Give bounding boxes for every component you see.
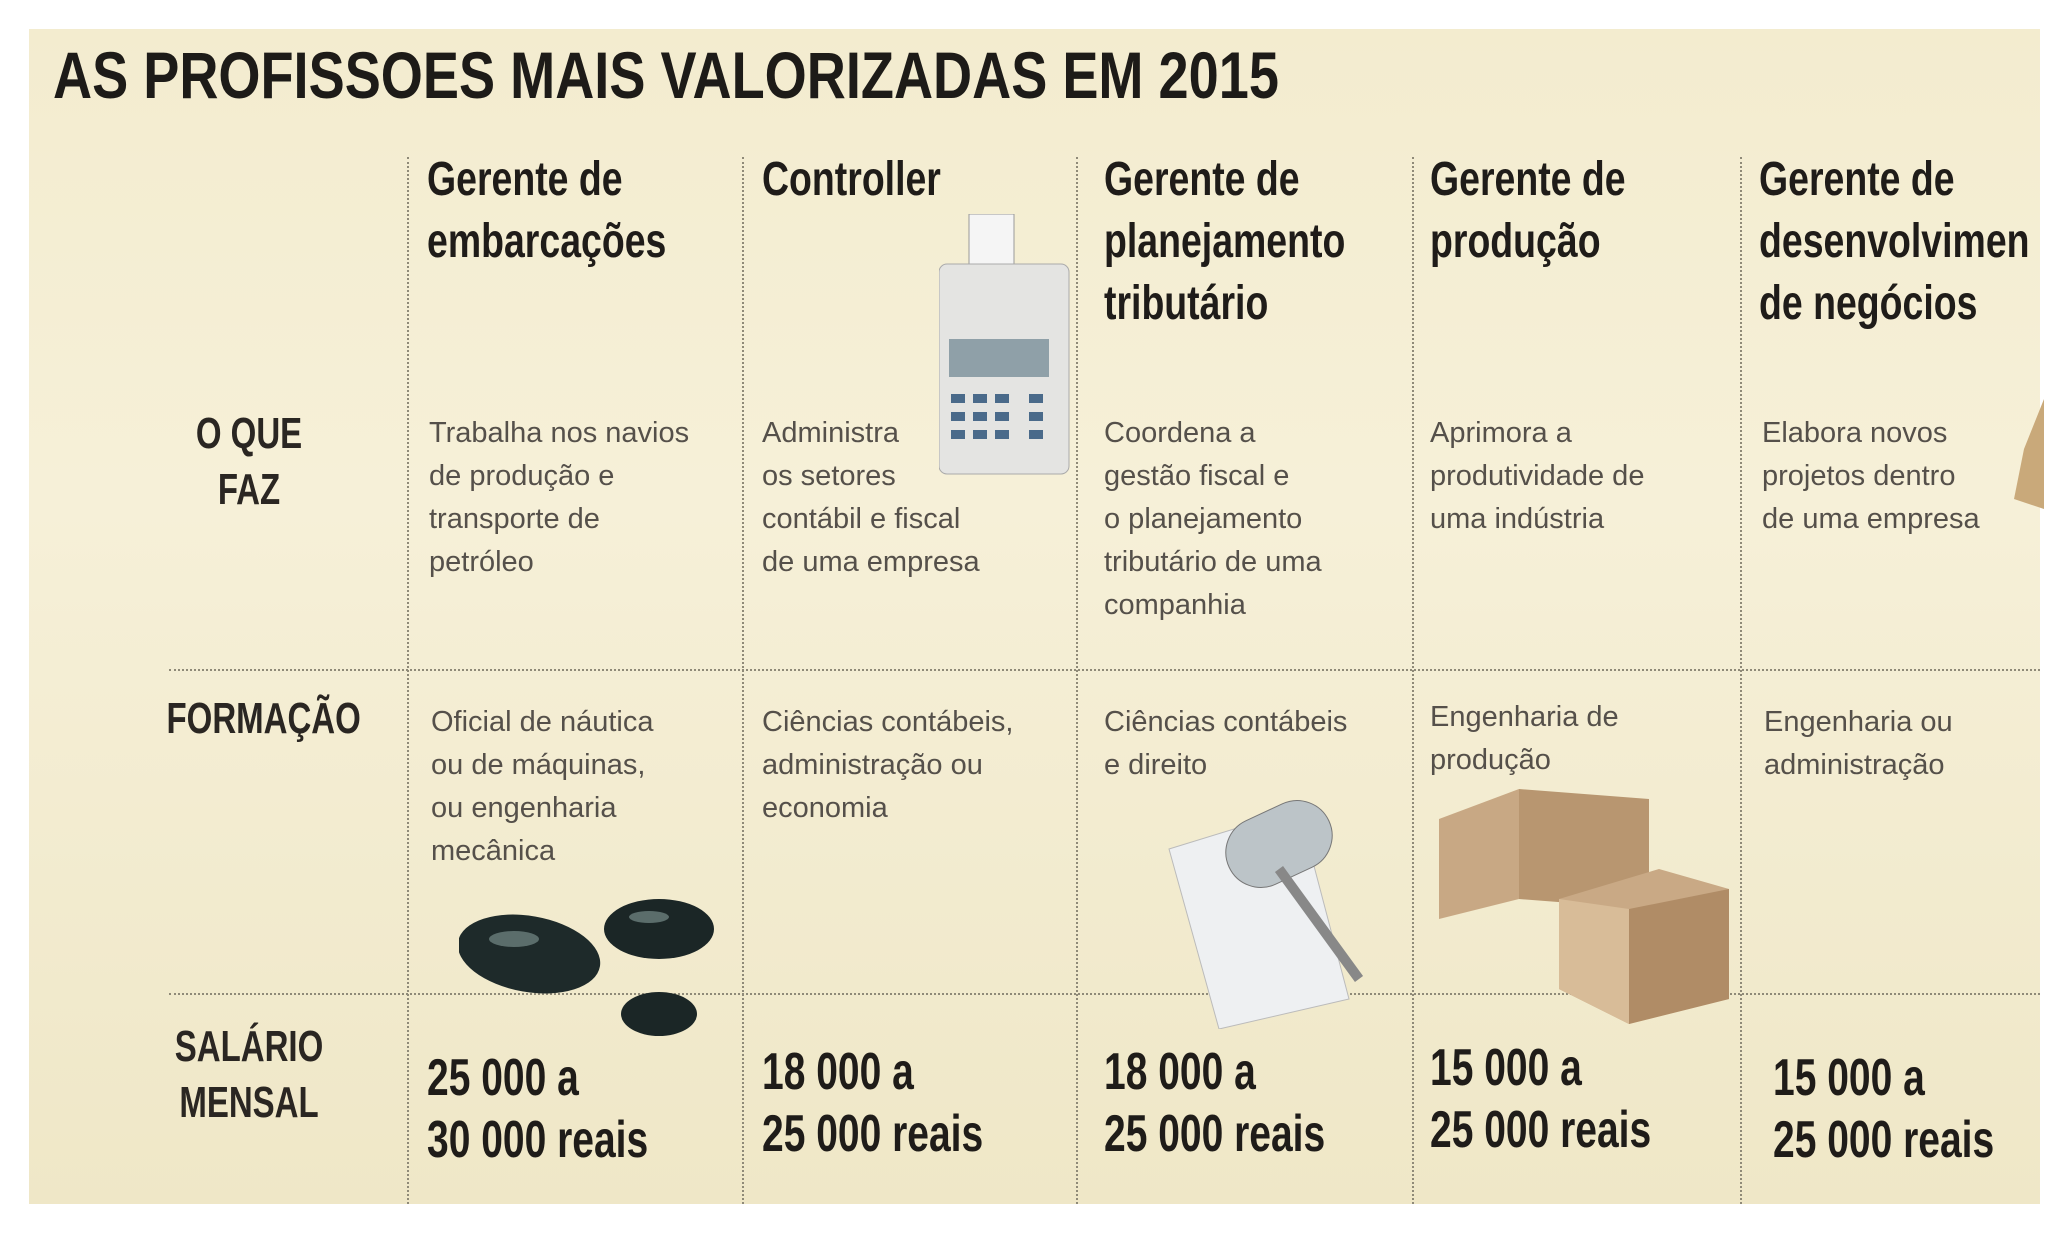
row-label-what: O QUE FAZ [195, 409, 303, 514]
boxes-icon [1439, 789, 1729, 1024]
profession-name: Gerente de produção [1430, 153, 1626, 268]
profession-salary: 25 000 a 30 000 reais [427, 1049, 649, 1169]
profession-salary: 15 000 a 25 000 reais [1430, 1039, 1652, 1159]
gavel-icon [1168, 800, 1364, 1029]
profession-description: Coordena a gestão fiscal e o planejament… [1104, 417, 1322, 621]
profession-education: Engenharia de produção [1430, 701, 1619, 776]
scroll-icon [2014, 399, 2044, 509]
calculator-icon [939, 214, 1070, 475]
profession-salary: 15 000 a 25 000 reais [1773, 1049, 1995, 1169]
profession-name: Gerente de embarcações [427, 153, 667, 268]
column-divider [1412, 157, 1414, 1204]
profession-name: Gerente de desenvolvimen de negócios [1759, 153, 2030, 330]
profession-salary: 18 000 a 25 000 reais [1104, 1043, 1326, 1163]
profession-name: Gerente de planejamento tributário [1104, 153, 1346, 330]
profession-education: Ciências contábeis e direito [1104, 706, 1348, 781]
column-divider [742, 157, 744, 1204]
profession-description: Elabora novos projetos dentro de uma emp… [1762, 417, 1980, 535]
column-divider [407, 157, 409, 1204]
profession-name: Controller [762, 153, 941, 206]
profession-description: Administra os setores contábil e fiscal … [762, 417, 980, 578]
profession-education: Engenharia ou administração [1764, 706, 1953, 781]
row-divider [169, 669, 2040, 671]
profession-education: Oficial de náutica ou de máquinas, ou en… [431, 706, 654, 867]
profession-education: Ciências contábeis, administração ou eco… [762, 706, 1014, 824]
column-divider [1740, 157, 1742, 1204]
row-label-education: FORMAÇÃO [166, 694, 361, 743]
profession-description: Trabalha nos navios de produção e transp… [429, 417, 690, 578]
page-title: AS PROFISSOES MAIS VALORIZADAS EM 2015 [53, 38, 1279, 112]
profession-description: Aprimora a produtividade de uma indústri… [1430, 417, 1645, 535]
profession-salary: 18 000 a 25 000 reais [762, 1043, 984, 1163]
oil-drops-icon [459, 899, 714, 1036]
infographic-page: AS PROFISSOES MAIS VALORIZADAS EM 2015 O… [29, 29, 2044, 1204]
row-divider [169, 993, 2040, 995]
column-divider [1076, 157, 1078, 1204]
row-label-salary: SALÁRIO MENSAL [174, 1022, 324, 1127]
